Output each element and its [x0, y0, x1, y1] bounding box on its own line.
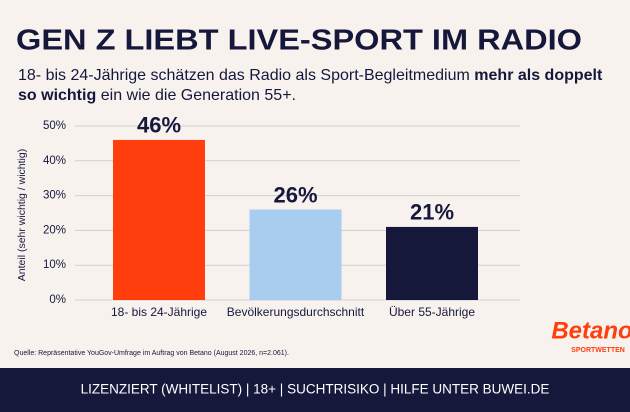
y-tick-label: 30%	[43, 190, 66, 202]
bar	[386, 226, 478, 300]
chart-title: GEN Z LIEBT LIVE-SPORT IM RADIO	[16, 25, 582, 57]
subtitle-segment: mehr als doppelt	[474, 67, 603, 84]
subtitle-line: 18- bis 24-Jährige schätzen das Radio al…	[18, 67, 603, 84]
footer-text: LIZENZIERT (WHITELIST) | 18+ | SUCHTRISI…	[81, 382, 550, 397]
y-tick-label: 20%	[43, 224, 66, 236]
value-label: 46%	[137, 113, 181, 138]
brand-name: Betano	[551, 317, 630, 344]
y-tick-label: 10%	[43, 259, 66, 271]
subtitle-segment: so wichtig	[18, 87, 96, 104]
source: Quelle: Repräsentative YouGov-Umfrage im…	[14, 350, 289, 357]
y-tick-label: 0%	[49, 294, 66, 306]
y-tick-label: 50%	[43, 120, 66, 132]
y-axis-label: Anteil (sehr wichtig / wichtig)	[16, 149, 28, 281]
x-tick-label: Über 55-Jährige	[389, 305, 475, 319]
value-label: 21%	[410, 200, 454, 225]
brand-tagline: SPORTWETTEN	[571, 347, 625, 354]
footer-bar	[0, 368, 630, 412]
bar	[249, 209, 342, 300]
x-tick-label: Bevölkerungsdurchschnitt	[227, 305, 365, 319]
subtitle-segment: 18- bis 24-Jährige schätzen das Radio al…	[18, 67, 470, 84]
subtitle-segment: ein wie die Generation 55+.	[101, 87, 296, 104]
value-label: 26%	[273, 182, 317, 207]
subtitle-line: so wichtig ein wie die Generation 55+.	[18, 87, 296, 104]
bar	[113, 139, 205, 300]
x-tick-label: 18- bis 24-Jährige	[111, 305, 207, 319]
y-tick-label: 40%	[43, 155, 66, 167]
